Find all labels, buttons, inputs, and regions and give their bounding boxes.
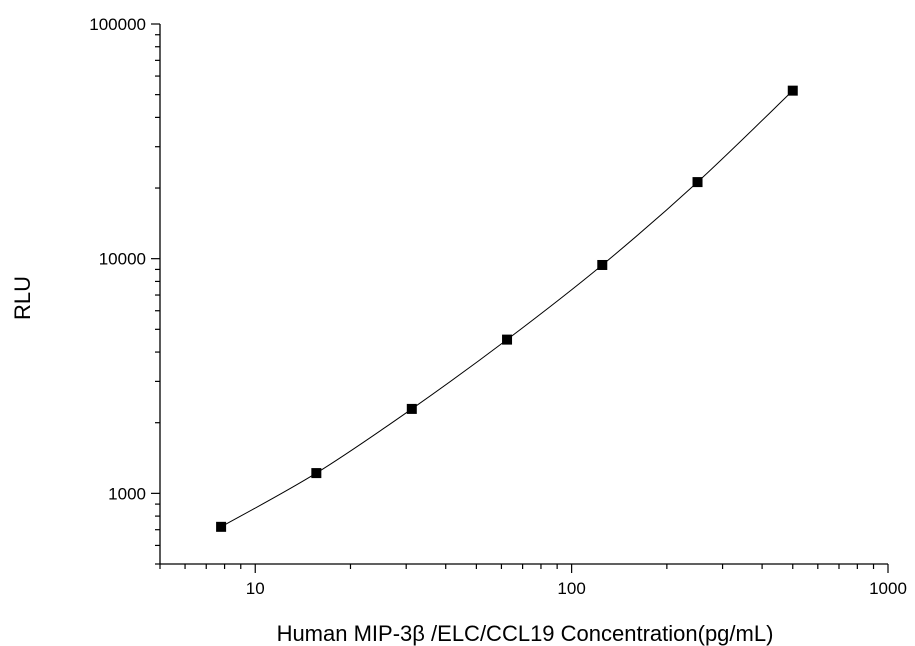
x-tick-label: 1000 (869, 579, 907, 598)
fit-curve-group (220, 90, 794, 528)
y-tick-label: 10000 (99, 250, 146, 269)
tick-labels: 10 100 1000 1000 10000 100000 (89, 15, 907, 598)
data-point (502, 334, 513, 345)
data-point (597, 259, 608, 270)
y-tick-label: 1000 (108, 484, 146, 503)
y-axis-title: RLU (10, 276, 35, 320)
y-tick-label: 100000 (89, 15, 146, 34)
data-points (216, 85, 798, 532)
data-point (787, 85, 798, 96)
fit-curve (220, 90, 794, 528)
axes (151, 23, 889, 573)
x-tick-label: 10 (246, 579, 265, 598)
x-axis-title: Human MIP-3β /ELC/CCL19 Concentration(pg… (277, 621, 774, 646)
x-tick-label: 100 (557, 579, 585, 598)
data-point (406, 403, 417, 414)
data-point (692, 177, 703, 188)
data-point (216, 521, 227, 532)
data-point (311, 468, 322, 479)
